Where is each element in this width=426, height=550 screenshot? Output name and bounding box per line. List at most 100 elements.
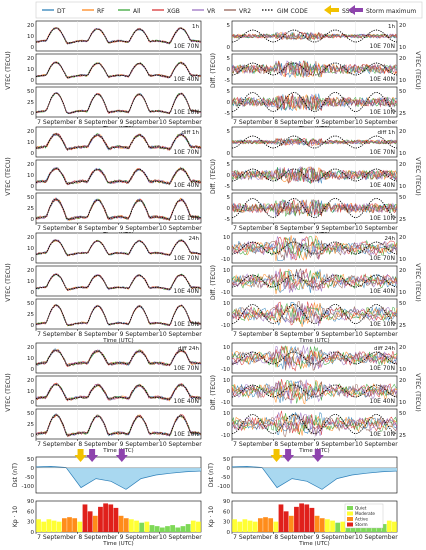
- x-axis-label: Time (UTC): [102, 448, 133, 454]
- kp-bar: [335, 522, 341, 532]
- location-label: 10E 40N: [370, 76, 395, 83]
- legend-arrow-icon: [324, 5, 339, 15]
- y-tick-label: 50: [27, 301, 34, 307]
- y-tick-label: 10: [27, 173, 34, 179]
- y-tick-label: 90: [223, 499, 230, 505]
- x-tick-label: 8 September: [78, 225, 117, 232]
- series-line: [231, 60, 398, 78]
- y-tick-label: 0: [227, 246, 231, 252]
- gim-line: [35, 92, 202, 114]
- kp-bar: [345, 525, 351, 532]
- gim-line: [35, 27, 202, 44]
- kp-bar: [159, 527, 165, 532]
- y-tick-label: 25: [399, 217, 406, 223]
- y-tick-label: 25: [399, 433, 406, 439]
- x-tick-label: 7 September: [37, 225, 76, 232]
- kp-bar: [170, 525, 176, 532]
- y-axis-label: VTEC (TECU): [5, 263, 12, 301]
- dst-area: [232, 466, 397, 490]
- kp-bar: [103, 503, 108, 532]
- y-tick-label: 0: [31, 466, 35, 472]
- kp-bar: [154, 526, 160, 532]
- gim-line: [35, 414, 202, 436]
- series-line: [231, 31, 398, 41]
- kp-bar: [82, 504, 88, 532]
- y-tick-label: 10: [223, 345, 230, 351]
- y-tick-label: 50: [27, 411, 34, 417]
- y-tick-label: 50: [399, 411, 406, 417]
- y-tick-label: 50: [27, 89, 34, 95]
- x-tick-label: 8 September: [274, 441, 313, 448]
- series-line: [231, 166, 398, 185]
- kp-panel: 90 60 30 0 Kp · 10 7 September 8 September 9 Se…: [12, 499, 202, 547]
- y-tick-label: -10: [221, 433, 230, 439]
- gim-line: [35, 239, 202, 256]
- y-tick-label: 50: [399, 89, 406, 95]
- x-tick-label: 10 September: [159, 119, 202, 126]
- y-axis-label: Dst (nT): [208, 463, 215, 487]
- y-tick-label: 20: [27, 345, 34, 351]
- y-tick-label: 10: [399, 367, 406, 373]
- location-label: 10E 70N: [370, 43, 395, 50]
- location-label: 10E 40N: [174, 76, 199, 83]
- legend-label: RF: [97, 8, 105, 15]
- series-line: [231, 236, 398, 261]
- kp-bar: [46, 519, 52, 532]
- series-line: [231, 199, 398, 217]
- kp-bar: [376, 526, 382, 532]
- y-tick-label: 0: [31, 530, 35, 536]
- y-tick-label: 10: [27, 34, 34, 40]
- series-line: [231, 238, 398, 261]
- y-tick-label: -10: [221, 367, 230, 373]
- kp-bar: [288, 515, 294, 532]
- series-line: [231, 379, 398, 404]
- y-tick-label: 50: [27, 457, 34, 463]
- y-tick-label: 0: [227, 100, 231, 106]
- x-axis-label: Time (UTC): [298, 448, 329, 454]
- y-tick-label: -5: [225, 111, 231, 117]
- y-tick-label: 0: [227, 466, 231, 472]
- location-label: 10E 70N: [174, 365, 199, 372]
- dst-line: [35, 466, 202, 490]
- series-line: [35, 132, 202, 151]
- y-tick-label: 0: [227, 312, 231, 318]
- y-tick-label: 20: [27, 378, 34, 384]
- kp-legend-label: Storm: [355, 522, 368, 527]
- y-axis-label: VTEC (TECU): [5, 157, 12, 195]
- kp-bar: [92, 515, 98, 532]
- y-tick-label: 50: [223, 457, 230, 463]
- kp-bar: [340, 521, 346, 532]
- panel-tag: diff 24h: [178, 346, 200, 352]
- y-tick-label: 25: [399, 323, 406, 329]
- y-tick-label: 0: [31, 323, 35, 329]
- location-label: 10E 40N: [174, 182, 199, 189]
- gim-line: [35, 349, 202, 366]
- x-tick-label: 9 September: [316, 225, 355, 232]
- panel-tag: 1h: [388, 24, 395, 30]
- ssc-arrow-icon: [74, 449, 87, 462]
- x-tick-label: 10 September: [159, 225, 202, 232]
- y-tick-label: 30: [223, 520, 230, 526]
- y-tick-label: 5: [227, 56, 231, 62]
- series-line: [231, 345, 398, 370]
- y-tick-label: 5: [227, 129, 231, 135]
- series-line: [231, 345, 398, 370]
- y-tick-label: 90: [27, 499, 34, 505]
- y-tick-label: 20: [399, 56, 406, 62]
- kp-legend-label: Quiet: [355, 506, 367, 511]
- series-line: [231, 413, 398, 437]
- y-axis-label: Diff. (TECU): [210, 375, 217, 410]
- kp-bar: [247, 520, 253, 532]
- y-tick-label: 5: [227, 89, 231, 95]
- location-label: 10E 70N: [370, 255, 395, 262]
- gim-line: [231, 241, 398, 255]
- kp-bar: [51, 520, 57, 532]
- series-line: [231, 199, 398, 217]
- kp-bar: [72, 518, 78, 532]
- legend-label: All: [133, 8, 141, 15]
- y-tick-label: 20: [399, 235, 406, 241]
- y-tick-label: 50: [399, 195, 406, 201]
- kp-bar: [237, 521, 243, 532]
- series-line: [231, 93, 398, 111]
- kp-bar: [361, 526, 366, 532]
